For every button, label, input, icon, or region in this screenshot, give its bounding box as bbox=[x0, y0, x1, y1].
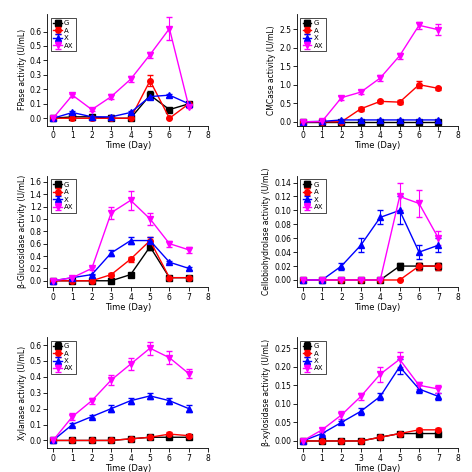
X-axis label: Time (Day): Time (Day) bbox=[105, 142, 151, 151]
X-axis label: Time (Day): Time (Day) bbox=[105, 464, 151, 472]
Y-axis label: Cellobiohydrolase activity (U/mL): Cellobiohydrolase activity (U/mL) bbox=[262, 168, 271, 295]
Legend: G, A, X, AX: G, A, X, AX bbox=[300, 17, 326, 51]
Text: F: F bbox=[310, 343, 318, 355]
Legend: G, A, X, AX: G, A, X, AX bbox=[300, 179, 326, 213]
X-axis label: Time (Day): Time (Day) bbox=[354, 464, 400, 472]
X-axis label: Time (Day): Time (Day) bbox=[105, 303, 151, 312]
Y-axis label: FPase activity (U/mL): FPase activity (U/mL) bbox=[18, 29, 27, 110]
X-axis label: Time (Day): Time (Day) bbox=[354, 303, 400, 312]
Text: A: A bbox=[60, 20, 70, 33]
Y-axis label: Xylanase activity (U/mL): Xylanase activity (U/mL) bbox=[18, 346, 27, 440]
Y-axis label: CMCase activity (U/mL): CMCase activity (U/mL) bbox=[267, 25, 276, 115]
X-axis label: Time (Day): Time (Day) bbox=[354, 142, 400, 151]
Legend: G, A, X, AX: G, A, X, AX bbox=[51, 179, 76, 213]
Text: B: B bbox=[310, 20, 319, 33]
Text: C: C bbox=[60, 181, 69, 194]
Legend: G, A, X, AX: G, A, X, AX bbox=[51, 17, 76, 51]
Legend: G, A, X, AX: G, A, X, AX bbox=[300, 340, 326, 374]
Y-axis label: β-Glucosidase activity (U/mL): β-Glucosidase activity (U/mL) bbox=[18, 175, 27, 288]
Y-axis label: β-xylosidase activity (U/mL): β-xylosidase activity (U/mL) bbox=[262, 339, 271, 447]
Text: D: D bbox=[310, 181, 320, 194]
Text: E: E bbox=[60, 343, 68, 355]
Legend: G, A, X, AX: G, A, X, AX bbox=[51, 340, 76, 374]
